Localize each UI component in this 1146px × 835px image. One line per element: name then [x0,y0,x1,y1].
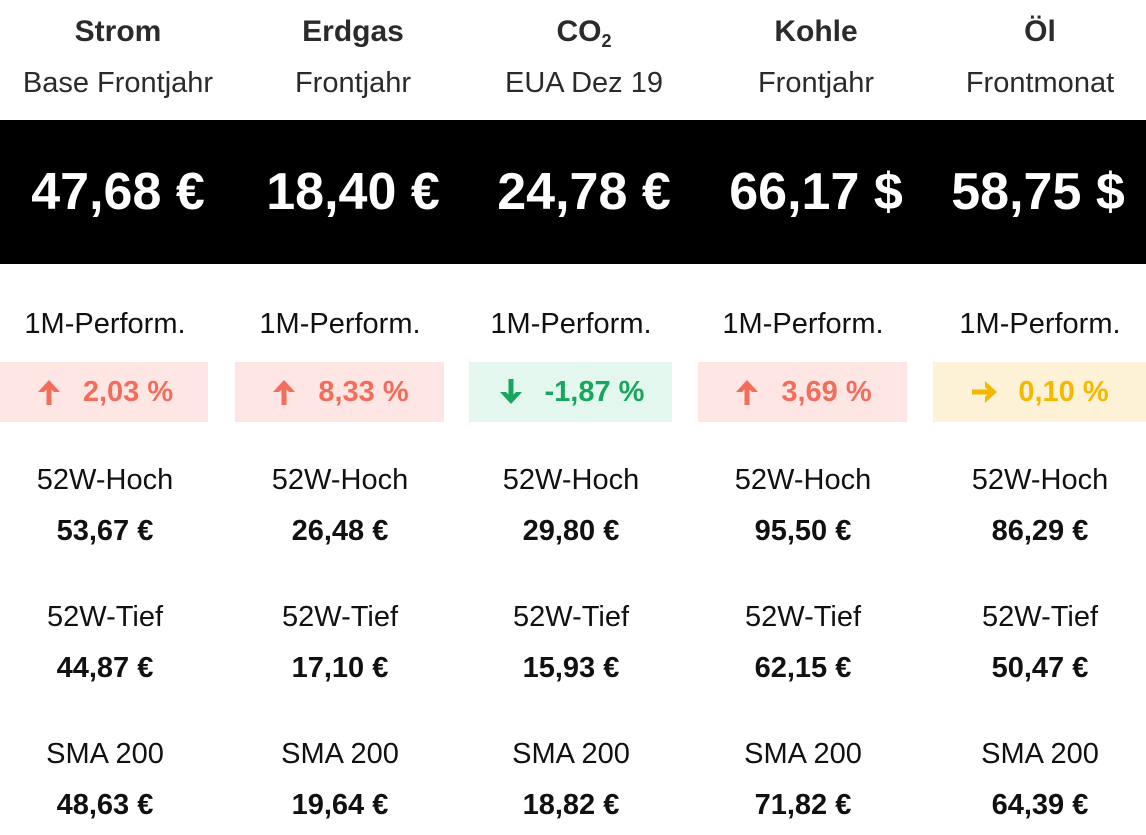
sma-value-strom: 48,63 € [56,789,154,821]
arrow-right-icon [970,377,998,407]
perf-label-oel: 1M-Perform. [959,308,1121,340]
price-co2: 24,78 € [497,163,671,221]
contract-co2: EUA Dez 19 [505,67,663,99]
low-value-strom: 44,87 € [56,652,154,684]
sma-value-oel: 64,39 € [991,789,1089,821]
perf-label-strom: 1M-Perform. [24,308,186,340]
commodity-name-oel: Öl [1024,15,1056,48]
perf-value-kohle: 3,69 % [781,375,872,408]
high-label-oel: 52W-Hoch [971,464,1109,496]
high-label-kohle: 52W-Hoch [734,464,872,496]
arrow-up-icon [35,377,63,407]
contract-strom: Base Frontjahr [22,67,214,99]
high-value-oel: 86,29 € [991,515,1089,547]
sma-value-erdgas: 19,64 € [291,789,389,821]
co2-name-main: CO [556,15,602,48]
arrow-up-icon [733,377,761,407]
perf-badge-co2: -1,87 % [469,362,672,422]
perf-label-co2: 1M-Perform. [490,308,652,340]
contract-erdgas: Frontjahr [294,67,412,99]
perf-badge-kohle: 3,69 % [698,362,907,422]
sma-label-strom: SMA 200 [46,738,164,770]
arrow-up-icon [270,377,298,407]
perf-value-erdgas: 8,33 % [318,375,409,408]
contract-oel: Frontmonat [965,67,1115,99]
perf-value-co2: -1,87 % [544,375,645,408]
low-label-strom: 52W-Tief [46,601,164,633]
low-value-co2: 15,93 € [522,652,620,684]
sma-label-oel: SMA 200 [981,738,1099,770]
low-label-oel: 52W-Tief [981,601,1099,633]
perf-value-oel: 0,10 % [1018,375,1109,408]
commodity-name-co2: CO2 [479,12,689,52]
perf-badge-oel: 0,10 % [933,362,1146,422]
sma-value-co2: 18,82 € [522,789,620,821]
low-value-kohle: 62,15 € [754,652,852,684]
commodity-name-erdgas: Erdgas [302,15,404,48]
low-label-kohle: 52W-Tief [744,601,862,633]
price-band [0,120,1146,264]
perf-label-erdgas: 1M-Perform. [259,308,421,340]
high-label-strom: 52W-Hoch [36,464,174,496]
co2-name-sub: 2 [601,31,612,51]
commodity-name-kohle: Kohle [774,15,858,48]
price-oel: 58,75 $ [951,163,1125,221]
contract-kohle: Frontjahr [757,67,875,99]
price-erdgas: 18,40 € [266,163,440,221]
high-value-erdgas: 26,48 € [291,515,389,547]
high-value-co2: 29,80 € [522,515,620,547]
sma-label-erdgas: SMA 200 [281,738,399,770]
sma-label-kohle: SMA 200 [744,738,862,770]
high-value-kohle: 95,50 € [754,515,852,547]
low-label-co2: 52W-Tief [512,601,630,633]
high-label-co2: 52W-Hoch [502,464,640,496]
sma-label-co2: SMA 200 [512,738,630,770]
price-kohle: 66,17 $ [729,163,903,221]
arrow-down-icon [497,377,525,407]
commodity-name-strom: Strom [74,15,162,48]
perf-label-kohle: 1M-Perform. [722,308,884,340]
high-label-erdgas: 52W-Hoch [271,464,409,496]
perf-value-strom: 2,03 % [82,375,174,408]
price-strom: 47,68 € [31,163,205,221]
perf-badge-strom: 2,03 % [0,362,208,422]
low-label-erdgas: 52W-Tief [281,601,399,633]
low-value-erdgas: 17,10 € [291,652,389,684]
low-value-oel: 50,47 € [991,652,1089,684]
perf-badge-erdgas: 8,33 % [235,362,444,422]
high-value-strom: 53,67 € [56,515,154,547]
sma-value-kohle: 71,82 € [754,789,852,821]
